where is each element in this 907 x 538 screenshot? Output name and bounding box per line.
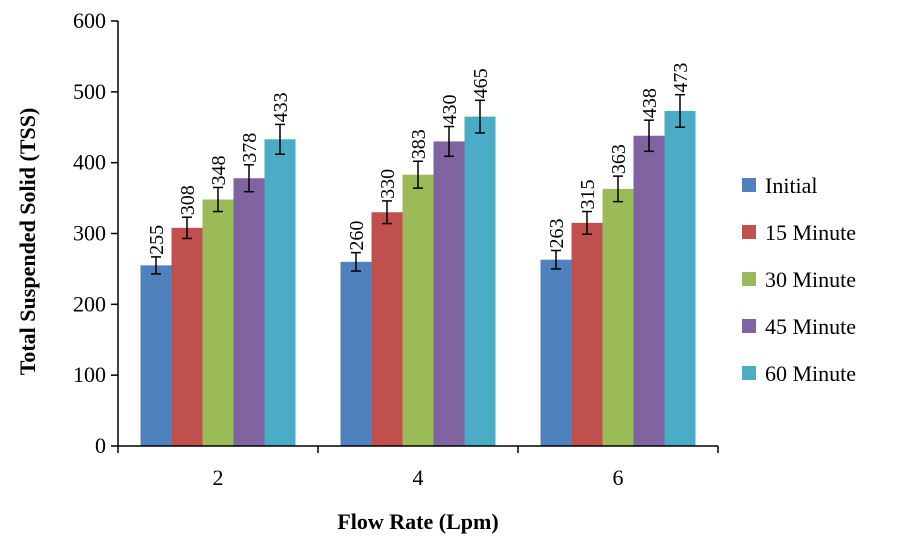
bar: [571, 222, 603, 446]
error-bars-layer: [151, 93, 685, 275]
data-label: 363: [608, 144, 630, 174]
legend-label: 45 Minute: [765, 314, 856, 339]
data-label: 348: [208, 155, 230, 185]
y-tick-label: 200: [73, 291, 106, 316]
bar: [464, 116, 496, 446]
y-axis-title: Total Suspended Solid (TSS): [15, 108, 40, 376]
data-label: 383: [408, 129, 430, 159]
data-label: 433: [270, 92, 292, 122]
bar: [402, 174, 434, 447]
y-tick-label: 600: [73, 8, 106, 33]
data-label: 378: [239, 133, 261, 163]
data-label: 430: [439, 95, 461, 125]
data-label: 255: [146, 225, 168, 255]
legend-label: 60 Minute: [765, 361, 856, 386]
bar: [171, 227, 203, 446]
data-label: 473: [670, 63, 692, 93]
data-label: 315: [577, 180, 599, 210]
x-tick-label: 4: [413, 465, 424, 490]
bar: [371, 212, 403, 446]
data-label: 465: [470, 68, 492, 98]
legend-swatch: [742, 366, 756, 380]
bars-layer: [140, 110, 696, 447]
data-labels-layer: 255 260 263 308 330 315 348 383 363 378 430 438 433 4…: [146, 63, 692, 255]
data-label: 260: [346, 221, 368, 251]
x-tick-label: 2: [213, 465, 224, 490]
x-axis-title: Flow Rate (Lpm): [337, 509, 498, 534]
y-tick-label: 400: [73, 150, 106, 175]
y-tick-label: 100: [73, 362, 106, 387]
legend-label: 30 Minute: [765, 267, 856, 292]
bar: [264, 139, 296, 446]
bar: [340, 261, 372, 446]
legend-label: Initial: [765, 173, 818, 198]
bar: [540, 259, 572, 446]
legend-swatch: [742, 319, 756, 333]
legend-swatch: [742, 178, 756, 192]
legend-swatch: [742, 225, 756, 239]
bar: [140, 265, 172, 446]
x-tick-label: 6: [613, 465, 624, 490]
y-tick-label: 500: [73, 79, 106, 104]
bar: [664, 110, 696, 446]
bar: [233, 178, 265, 446]
data-label: 308: [177, 185, 199, 215]
bar: [602, 188, 634, 446]
bar: [433, 141, 465, 446]
legend-swatch: [742, 272, 756, 286]
legend-label: 15 Minute: [765, 220, 856, 245]
bar: [633, 135, 665, 446]
bar: [202, 199, 234, 446]
data-label: 263: [546, 219, 568, 249]
legend: Initial 15 Minute 30 Minute 45 Minute 60 Min…: [742, 173, 856, 386]
axes-layer: 0 100 200 300 400 500 600 2 4 6: [73, 8, 719, 490]
y-tick-label: 0: [95, 433, 106, 458]
y-tick-label: 300: [73, 221, 106, 246]
data-label: 330: [377, 169, 399, 199]
data-label: 438: [639, 88, 661, 118]
